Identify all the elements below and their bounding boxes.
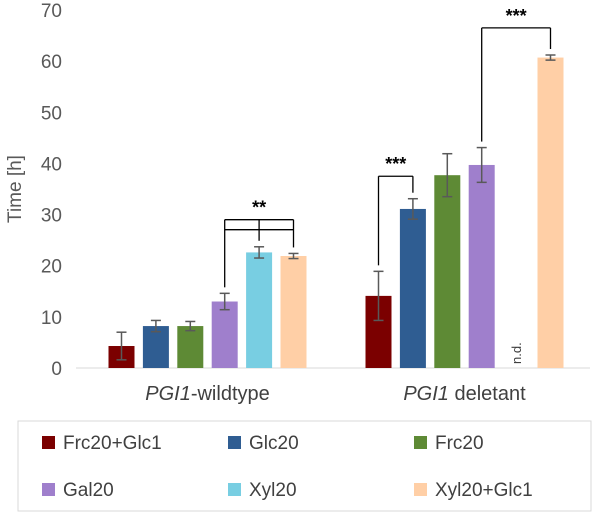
- y-tick-label: 40: [41, 154, 62, 175]
- bar-gal20: [468, 164, 495, 368]
- legend-entry: Xyl20: [228, 480, 297, 501]
- legend-entry: Frc20+Glc1: [42, 433, 162, 454]
- y-axis-ticks: 0 10 20 30 40 50 60 70: [41, 1, 62, 380]
- y-axis-label: Time [h]: [5, 155, 26, 223]
- bar-xyl20-glc1: [280, 255, 307, 368]
- y-tick-label: 0: [51, 359, 62, 380]
- y-tick-label: 60: [41, 52, 62, 73]
- legend-label: Gal20: [63, 480, 114, 501]
- error-bar: [407, 197, 418, 220]
- legend-swatch: [42, 436, 55, 449]
- legend-label: Glc20: [249, 433, 299, 454]
- error-bar: [185, 320, 196, 332]
- legend-label: Xyl20+Glc1: [435, 480, 533, 501]
- significance-label: ***: [385, 154, 406, 174]
- x-category-label: PGI1 deletant: [403, 383, 526, 405]
- x-axis-categories: PGI1-wildtype PGI1 deletant: [145, 383, 526, 405]
- legend-entry: Xyl20+Glc1: [414, 480, 533, 501]
- error-bars: [116, 54, 556, 361]
- bars: n.d.: [108, 57, 564, 368]
- significance-bracket: [377, 175, 414, 266]
- legend-swatch: [42, 483, 55, 496]
- significance-bracket: [224, 219, 295, 288]
- y-tick-label: 50: [41, 103, 62, 124]
- y-tick-label: 10: [41, 308, 62, 329]
- bar-frc20: [177, 326, 204, 368]
- legend-entry: Gal20: [42, 480, 114, 501]
- bar-frc20: [434, 175, 461, 368]
- legend: [17, 420, 592, 512]
- y-tick-label: 30: [41, 206, 62, 227]
- error-bar: [373, 270, 384, 322]
- error-bar: [288, 252, 299, 260]
- significance-bracket: [481, 27, 552, 142]
- legend-entries: Frc20+Glc1 Glc20 Frc20 Gal20 Xyl20 Xyl20+Glc1: [42, 433, 533, 501]
- y-tick-label: 70: [41, 1, 62, 22]
- error-bar: [254, 246, 265, 259]
- error-bar: [116, 331, 127, 361]
- error-bar: [442, 152, 453, 198]
- legend-entry: Glc20: [228, 433, 299, 454]
- error-bar: [150, 319, 161, 333]
- bar-xyl20-glc1: [537, 57, 564, 368]
- error-bar: [476, 146, 487, 184]
- legend-swatch: [228, 436, 241, 449]
- legend-label: Frc20+Glc1: [63, 433, 162, 454]
- bar-glc20: [142, 326, 169, 368]
- significance-label: ***: [506, 6, 527, 26]
- x-category-label: PGI1-wildtype: [145, 383, 270, 405]
- bar-xyl20: [246, 252, 273, 368]
- bar-glc20: [399, 208, 426, 368]
- significance-label: **: [252, 198, 266, 218]
- legend-swatch: [228, 483, 241, 496]
- legend-swatch: [414, 483, 427, 496]
- legend-entry: Frc20: [414, 433, 484, 454]
- not-determined-label: n.d.: [509, 342, 524, 364]
- error-bar: [219, 292, 230, 311]
- significance-brackets: ********: [224, 6, 552, 288]
- legend-label: Xyl20: [249, 480, 297, 501]
- error-bar: [545, 54, 556, 61]
- legend-swatch: [414, 436, 427, 449]
- legend-label: Frc20: [435, 433, 484, 454]
- y-tick-label: 20: [41, 257, 62, 278]
- bar-gal20: [211, 301, 238, 368]
